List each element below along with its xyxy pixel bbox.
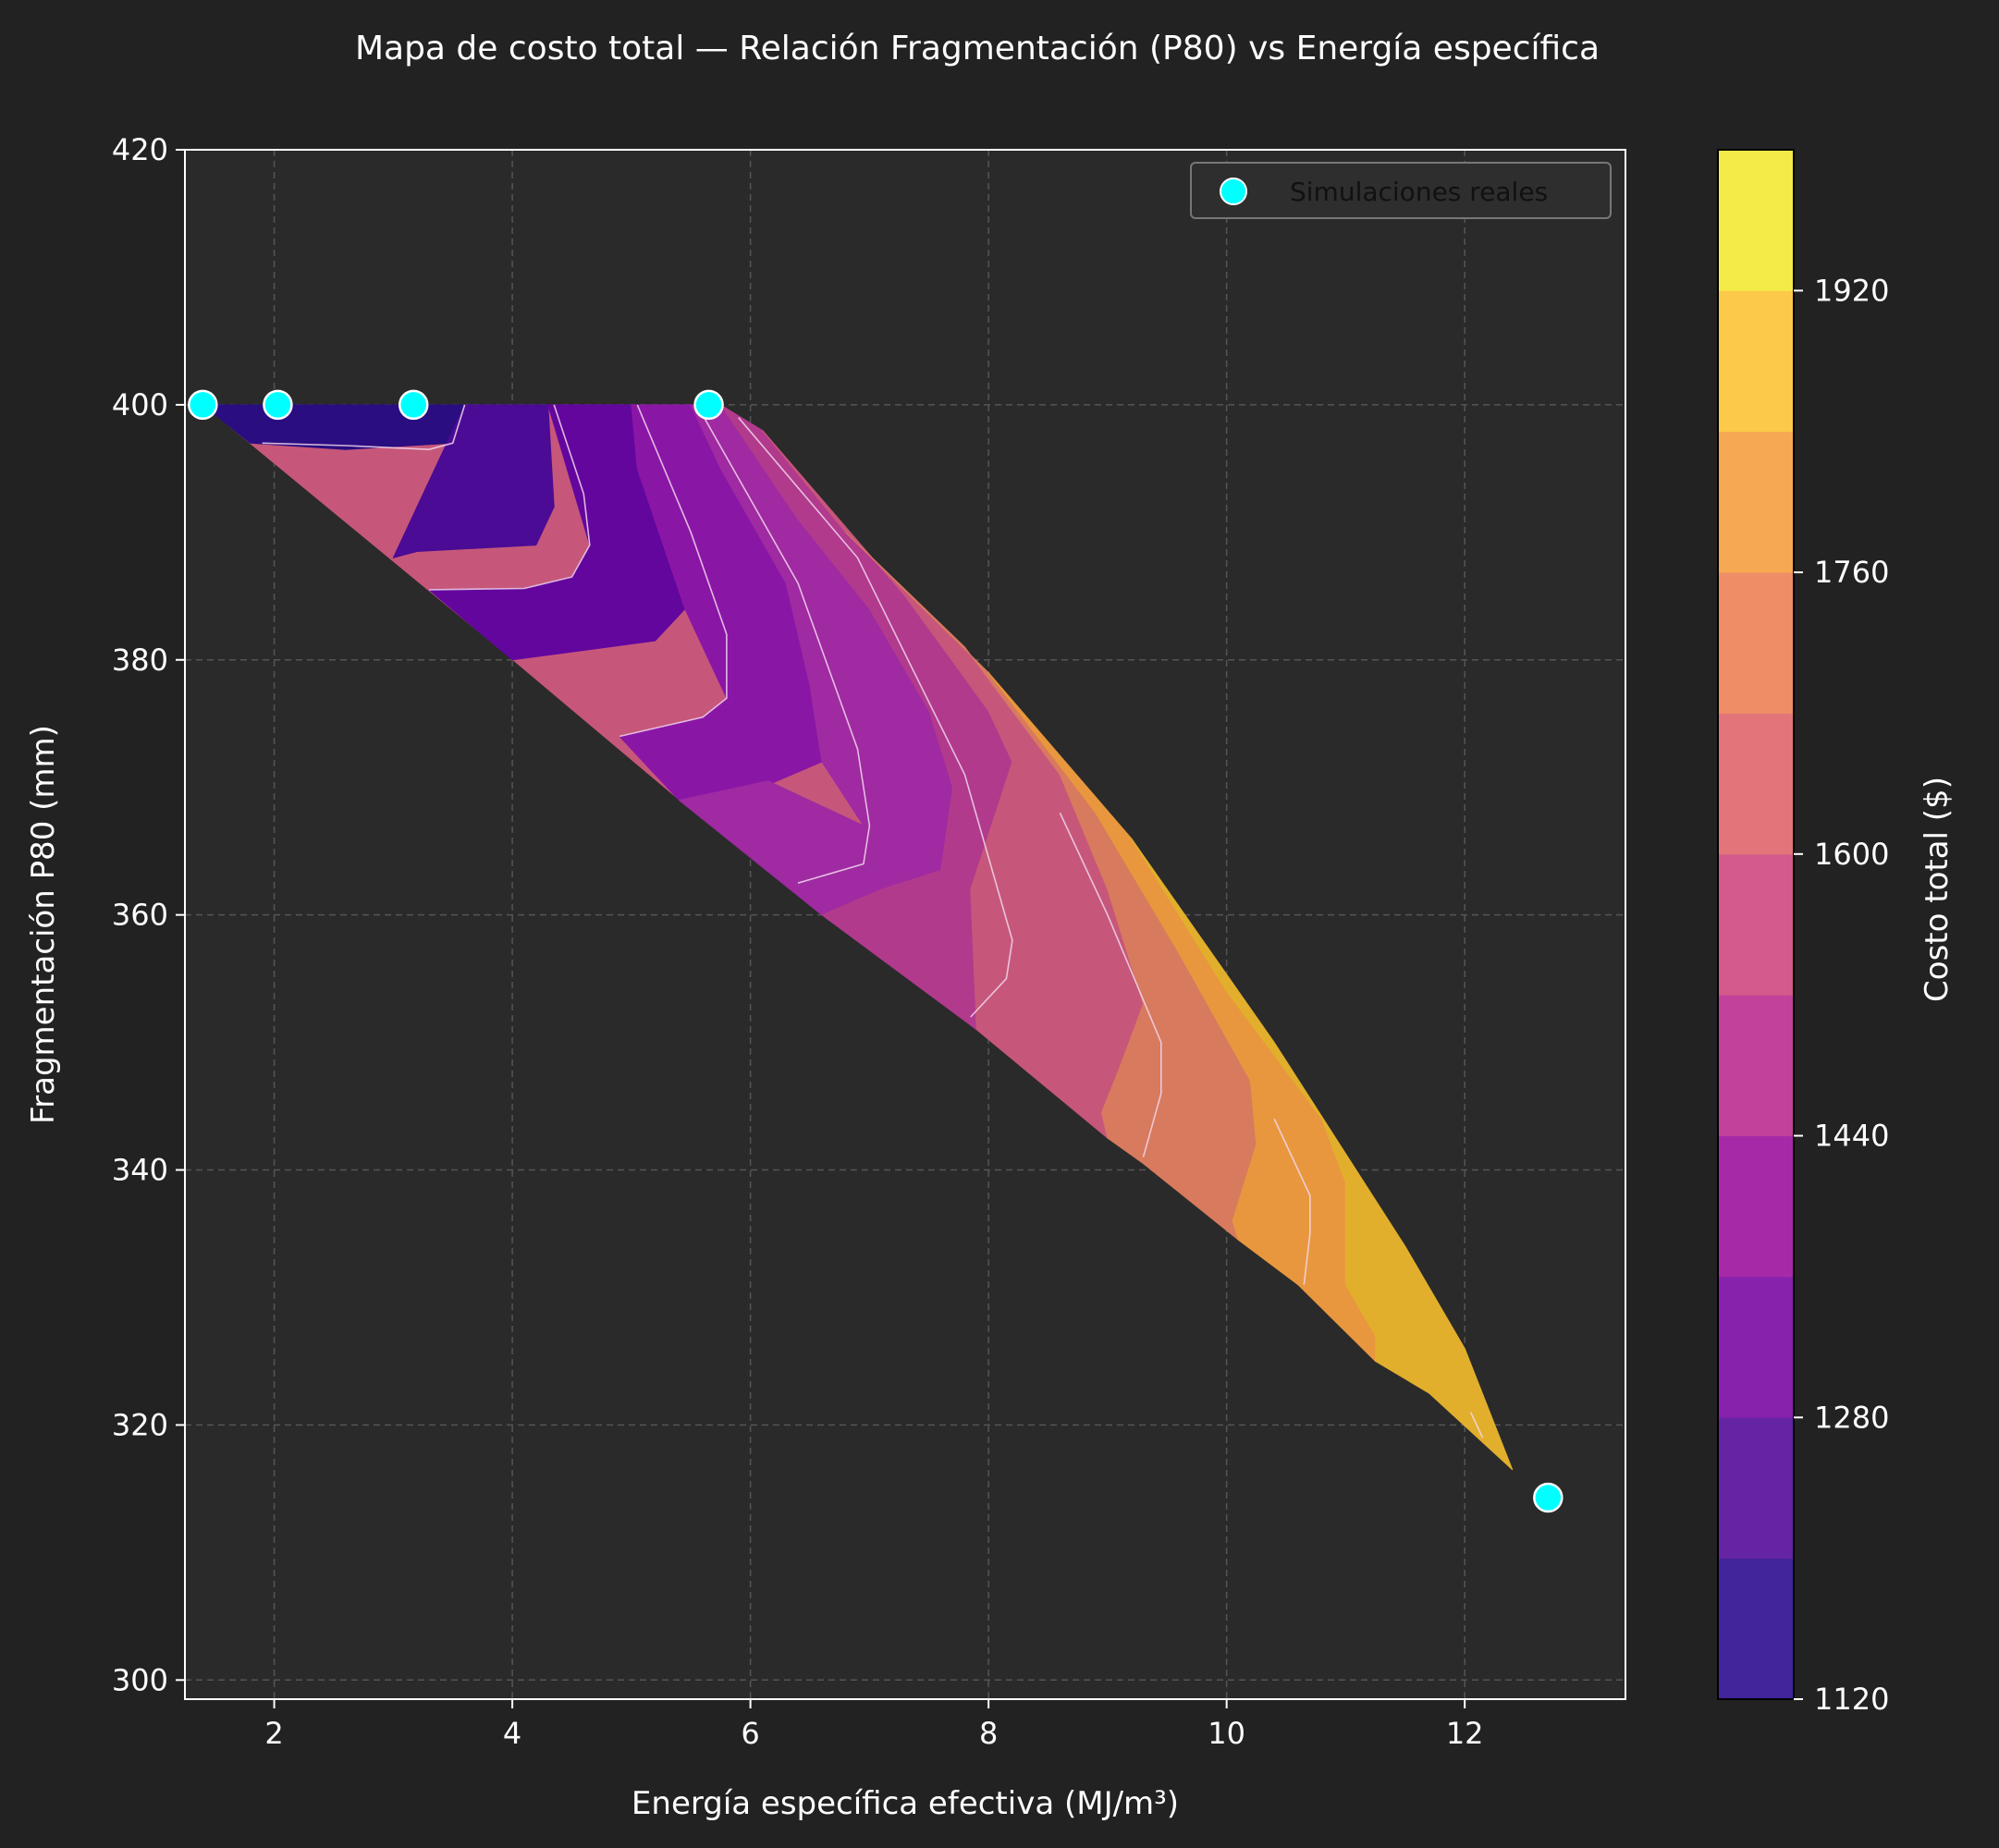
colorbar-label: Costo total ($) <box>1919 777 1956 1002</box>
y-axis-label: Fragmentación P80 (mm) <box>25 725 62 1124</box>
x-tick-label: 2 <box>264 1716 283 1751</box>
contour-line <box>1469 1412 1484 1438</box>
colorbar-tick-label: 1120 <box>1814 1682 1889 1717</box>
x-tick-label: 12 <box>1446 1716 1484 1751</box>
y-tick-label: 420 <box>112 132 168 167</box>
y-axis-ticks: 300 320 340 360 380 400 420 <box>112 132 185 1697</box>
x-tick-label: 4 <box>503 1716 521 1751</box>
y-tick-label: 400 <box>112 387 168 422</box>
colorbar-segment <box>1718 995 1794 1137</box>
contour-line <box>1059 812 1162 1157</box>
chart-title: Mapa de costo total — Relación Fragmenta… <box>355 30 1600 67</box>
colorbar-frame <box>1717 149 1795 1700</box>
colorbar-segment <box>1718 1276 1794 1418</box>
simulation-point <box>263 389 293 421</box>
colorbar-segment <box>1718 1558 1794 1700</box>
simulation-point <box>188 389 218 421</box>
colorbar-tick-label: 1440 <box>1814 1119 1889 1154</box>
colorbar: 1120 1280 1440 1600 1760 1920 <box>1717 149 1889 1717</box>
cost-contour-fill <box>202 404 1514 1471</box>
simulation-point <box>1533 1482 1564 1513</box>
contour-lines <box>262 404 1484 1438</box>
colorbar-segment <box>1718 1135 1794 1278</box>
colorbar-tick-label: 1920 <box>1814 273 1889 308</box>
contour-line <box>619 404 728 738</box>
colorbar-segment <box>1718 1417 1794 1560</box>
contour-line <box>1273 1119 1311 1285</box>
colorbar-tick-label: 1280 <box>1814 1400 1889 1435</box>
colorbar-segment <box>1718 290 1794 433</box>
colorbar-segment <box>1718 713 1794 855</box>
x-tick-label: 10 <box>1208 1716 1245 1751</box>
colorbar-segment <box>1718 431 1794 573</box>
colorbar-segment <box>1718 572 1794 714</box>
contour-line <box>428 404 591 591</box>
colorbar-tick-label: 1600 <box>1814 837 1889 872</box>
legend: Simulaciones reales <box>1190 162 1612 219</box>
x-axis-ticks: 2 4 6 8 10 12 <box>264 1699 1484 1751</box>
simulation-points <box>188 389 1564 1513</box>
plot-frame <box>184 149 1626 1700</box>
x-axis-label: Energía específica efectiva (MJ/m³) <box>632 1785 1179 1822</box>
y-tick-label: 340 <box>112 1153 168 1188</box>
x-tick-label: 8 <box>979 1716 998 1751</box>
simulation-point <box>693 389 724 421</box>
cost-band-1840 <box>1131 838 1514 1471</box>
y-tick-label: 380 <box>112 643 168 678</box>
simulation-point <box>398 389 429 421</box>
y-tick-label: 320 <box>112 1407 168 1442</box>
legend-box <box>1190 162 1612 219</box>
colorbar-tick-label: 1760 <box>1814 555 1889 590</box>
legend-marker <box>1220 177 1247 205</box>
contour-line <box>738 417 1013 1018</box>
colorbar-segment <box>1718 150 1794 291</box>
contour-line <box>696 404 871 884</box>
contour-line <box>262 404 466 451</box>
colorbar-segment <box>1718 853 1794 996</box>
legend-label: Simulaciones reales <box>1290 177 1548 207</box>
y-tick-label: 300 <box>112 1662 168 1697</box>
y-tick-label: 360 <box>112 898 168 933</box>
x-tick-label: 6 <box>741 1716 759 1751</box>
